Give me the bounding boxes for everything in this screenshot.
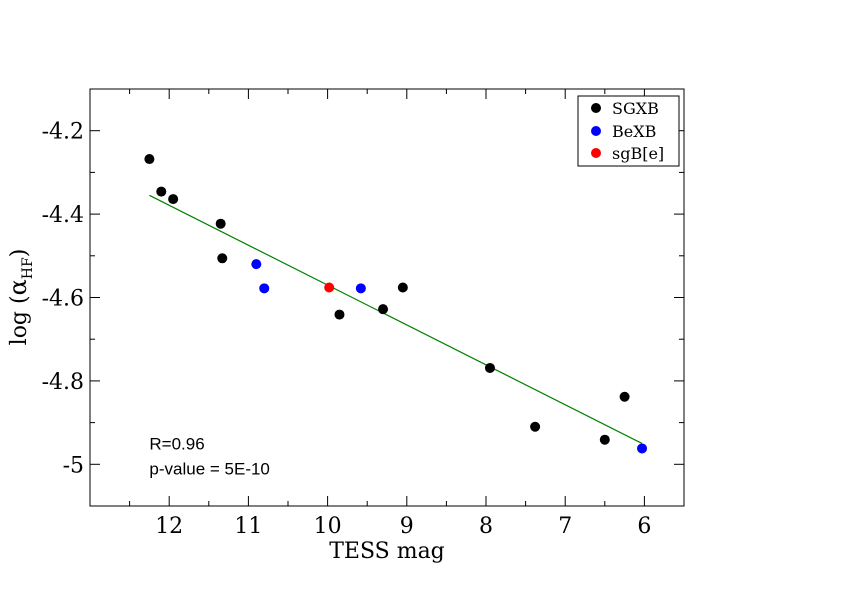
y-tick-label: -4.8 [42, 370, 84, 395]
point-bexb [251, 259, 262, 270]
point-sgxb [619, 391, 630, 402]
x-tick-label: 6 [637, 514, 651, 539]
axis-labels-layer: 12 11 10 9 8 7 6 -4.2 -4.4 -4.6 -4.8 -5 [42, 120, 652, 539]
y-axis-title-prefix: log ( [7, 295, 32, 345]
x-tick-label: 9 [400, 514, 414, 539]
axis-ticks-layer [90, 88, 684, 506]
point-sgxb [397, 282, 408, 293]
x-tick-label: 12 [155, 514, 183, 539]
legend-label-sgxb: SGXB [612, 99, 659, 118]
y-tick-label: -4.4 [42, 203, 84, 228]
x-axis-title: TESS mag [329, 539, 445, 564]
y-tick-label: -5 [63, 453, 84, 478]
point-sgxb [144, 154, 155, 165]
point-sgxb [156, 186, 167, 197]
data-points-layer [144, 154, 648, 454]
point-sgxb [599, 434, 610, 445]
y-axis-title-subscript: HF [20, 257, 36, 279]
legend-label-bexb: BeXB [612, 122, 656, 141]
y-tick-label: -4.2 [42, 120, 84, 145]
point-sgxb [378, 304, 389, 315]
point-sgxb [168, 194, 179, 205]
legend-label-sgbe: sgB[e] [612, 144, 664, 163]
point-sgxb [334, 309, 345, 320]
fit-line [149, 194, 643, 444]
x-tick-label: 7 [558, 514, 572, 539]
y-axis-title-alpha: α [4, 279, 32, 295]
legend-marker-sgbe [591, 148, 601, 158]
y-tick-label: -4.6 [42, 287, 84, 312]
y-axis-title-suffix: ) [7, 249, 32, 258]
point-sgxb [530, 421, 541, 432]
x-tick-label: 10 [314, 514, 342, 539]
legend-marker-sgxb [591, 103, 601, 113]
point-sgxb [215, 218, 226, 229]
point-bexb [355, 283, 366, 294]
point-sgxb [484, 362, 495, 373]
legend-marker-bexb [591, 126, 601, 136]
x-tick-label: 8 [479, 514, 493, 539]
legend: SGXB BeXB sgB[e] [577, 95, 680, 167]
fit-line-layer [149, 194, 643, 444]
point-sgxb [217, 253, 228, 264]
x-tick-label: 11 [234, 514, 262, 539]
point-bexb [637, 443, 648, 454]
annotation-r-value: R=0.96 [149, 435, 204, 454]
point-bexb [259, 283, 270, 294]
point-sgb-e [324, 282, 335, 293]
annotation-p-value: p-value = 5E-10 [149, 460, 270, 479]
y-axis-title: log (αHF) [4, 249, 36, 346]
